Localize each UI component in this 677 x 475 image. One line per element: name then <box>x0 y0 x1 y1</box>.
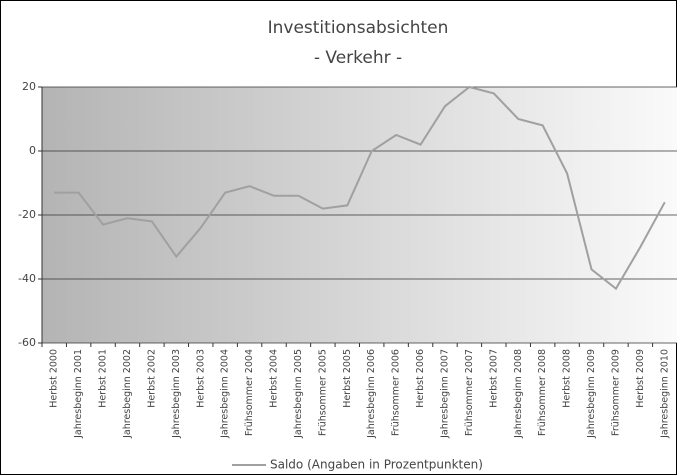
x-tick-label: Herbst 2005 <box>342 349 353 408</box>
y-tick-label: -40 <box>18 272 36 285</box>
y-tick-label: -20 <box>18 208 36 221</box>
x-tick-label: Herbst 2007 <box>488 349 499 408</box>
x-tick-label: Jahresbeginn 2004 <box>220 349 231 439</box>
line-series <box>54 85 666 291</box>
x-tick-label: Jahresbeginn 2003 <box>171 349 182 439</box>
x-tick-label: Herbst 2003 <box>195 349 206 408</box>
x-tick-label: Frühsommer 2008 <box>537 349 548 436</box>
x-tick-label: Frühsommer 2007 <box>464 349 475 436</box>
x-tick-label: Herbst 2004 <box>269 349 280 408</box>
x-tick-label: Frühsommer 2006 <box>391 349 402 436</box>
x-tick-label: Frühsommer 2005 <box>317 349 328 436</box>
x-tick-label: Herbst 2009 <box>635 349 646 408</box>
x-tick-label: Jahresbeginn 2007 <box>439 349 450 439</box>
x-tick-label: Jahresbeginn 2002 <box>122 349 133 439</box>
x-tick-label: Herbst 2008 <box>562 349 573 408</box>
x-tick-label: Herbst 2002 <box>146 349 157 408</box>
y-tick-label: 20 <box>22 80 36 93</box>
x-tick-label: Jahresbeginn 2001 <box>73 349 84 439</box>
y-tick-label: -60 <box>18 336 36 349</box>
x-tick-label: Herbst 2001 <box>98 349 109 408</box>
y-tick-label: 0 <box>29 144 36 157</box>
x-tick-label: Frühsommer 2009 <box>610 349 621 436</box>
x-tick-label: Jahresbeginn 2008 <box>513 349 524 439</box>
x-tick-label: Jahresbeginn 2009 <box>586 349 597 439</box>
legend-label: Saldo (Angaben in Prozentpunkten) <box>270 458 483 472</box>
x-tick-label: Jahresbeginn 2006 <box>366 349 377 439</box>
x-tick-label: Herbst 2000 <box>49 349 60 408</box>
x-tick-label: Jahresbeginn 2005 <box>293 349 304 439</box>
x-tick-label: Herbst 2006 <box>415 349 426 408</box>
chart-title: Investitionsabsichten <box>268 18 449 38</box>
x-tick-label: Jahresbeginn 2010 <box>659 349 670 439</box>
x-tick-label: Frühsommer 2004 <box>244 349 255 436</box>
chart-subtitle: - Verkehr - <box>314 48 402 68</box>
